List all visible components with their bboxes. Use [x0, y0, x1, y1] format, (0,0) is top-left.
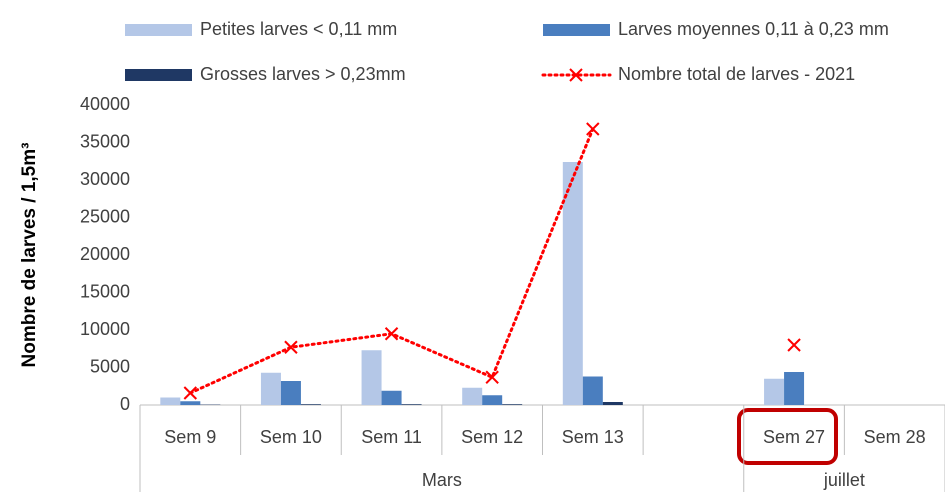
bar — [562, 162, 583, 405]
legend-marker — [569, 68, 583, 82]
x-tick-label: Sem 28 — [864, 427, 926, 447]
line-marker — [485, 370, 499, 384]
group-label: juillet — [823, 470, 865, 490]
line-marker — [183, 386, 198, 400]
line-marker — [384, 327, 399, 341]
legend-label: Nombre total de larves - 2021 — [618, 64, 855, 84]
bar — [381, 390, 402, 405]
line-marker — [586, 122, 600, 136]
legend-label: Petites larves < 0,11 mm — [200, 19, 397, 39]
y-tick-label: 5000 — [90, 356, 130, 376]
x-tick-label: Sem 13 — [562, 427, 624, 447]
bar — [764, 378, 785, 405]
y-tick-label: 35000 — [80, 131, 130, 151]
legend-swatch — [543, 24, 610, 36]
bar — [260, 372, 281, 405]
x-tick-label: Sem 11 — [361, 427, 422, 447]
bar — [462, 387, 483, 405]
bar — [582, 376, 603, 405]
bar — [160, 397, 181, 405]
x-tick-label: Sem 10 — [260, 427, 322, 447]
bar — [401, 404, 422, 405]
group-label: Mars — [422, 470, 462, 490]
bar — [300, 404, 321, 405]
bar — [784, 372, 805, 405]
y-tick-label: 25000 — [80, 206, 130, 226]
x-tick-label: Sem 27 — [763, 427, 825, 447]
y-tick-label: 10000 — [80, 319, 130, 339]
line-marker — [787, 338, 801, 352]
y-tick-label: 15000 — [80, 281, 130, 301]
bar — [361, 350, 382, 405]
x-tick-label: Sem 12 — [461, 427, 523, 447]
x-tick-label: Sem 9 — [164, 427, 216, 447]
bar — [280, 381, 301, 405]
y-tick-label: 40000 — [80, 94, 130, 114]
legend-label: Larves moyennes 0,11 à 0,23 mm — [618, 19, 889, 39]
highlight-box — [737, 408, 838, 465]
bar — [602, 402, 623, 405]
legend-label: Grosses larves > 0,23mm — [200, 64, 406, 84]
legend-swatch — [125, 24, 192, 36]
y-axis-label: Nombre de larves / 1,5m³ — [19, 143, 40, 368]
y-tick-label: 30000 — [80, 169, 130, 189]
y-tick-label: 0 — [120, 394, 130, 414]
bar — [482, 395, 503, 405]
bar — [180, 401, 201, 405]
y-tick-label: 20000 — [80, 244, 130, 264]
line — [190, 129, 794, 393]
bar — [502, 404, 523, 405]
line-marker — [284, 340, 298, 354]
legend-swatch — [125, 69, 192, 81]
